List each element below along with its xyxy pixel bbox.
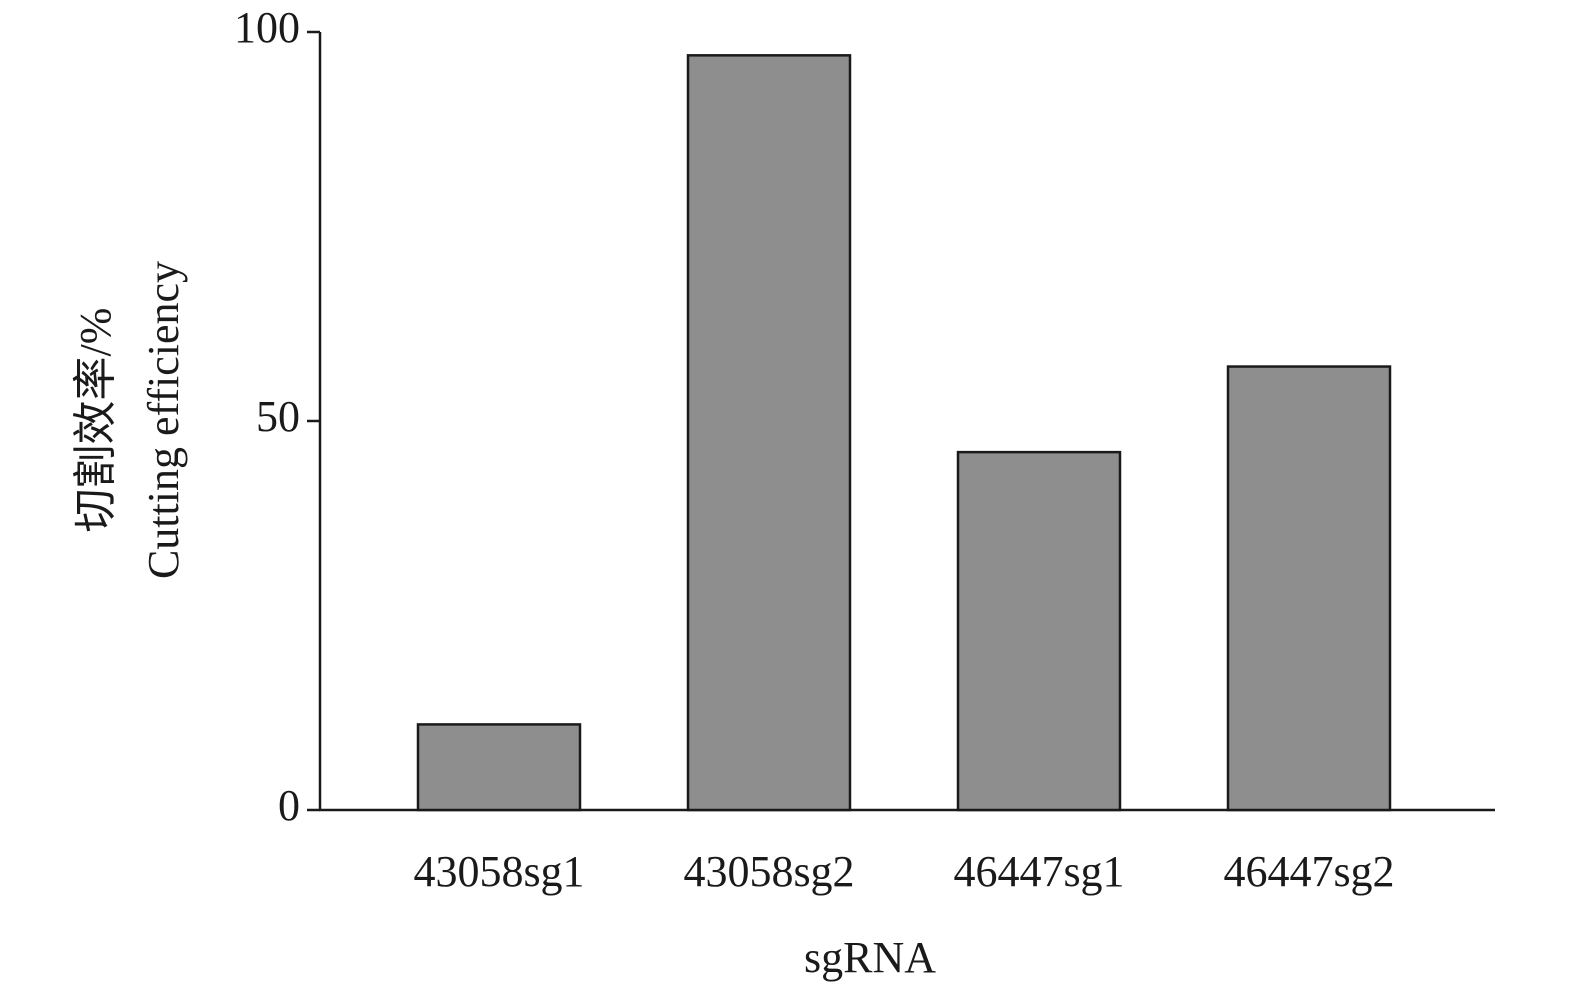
x-tick-label: 43058sg1 <box>413 847 584 896</box>
x-tick-label: 46447sg1 <box>953 847 1124 896</box>
y-axis-label: 切割效率/% <box>71 308 120 533</box>
y-axis-label: Cutting efficiency <box>139 261 188 579</box>
bar <box>416 723 582 812</box>
y-tick-label: 100 <box>234 3 300 52</box>
bar <box>956 450 1122 812</box>
y-tick-label: 0 <box>278 781 300 830</box>
bar <box>1226 365 1392 812</box>
x-tick-label: 46447sg2 <box>1223 847 1394 896</box>
x-axis-label: sgRNA <box>804 933 936 982</box>
x-tick-label: 43058sg2 <box>683 847 854 896</box>
y-tick-label: 50 <box>256 392 300 441</box>
bar <box>686 54 852 812</box>
